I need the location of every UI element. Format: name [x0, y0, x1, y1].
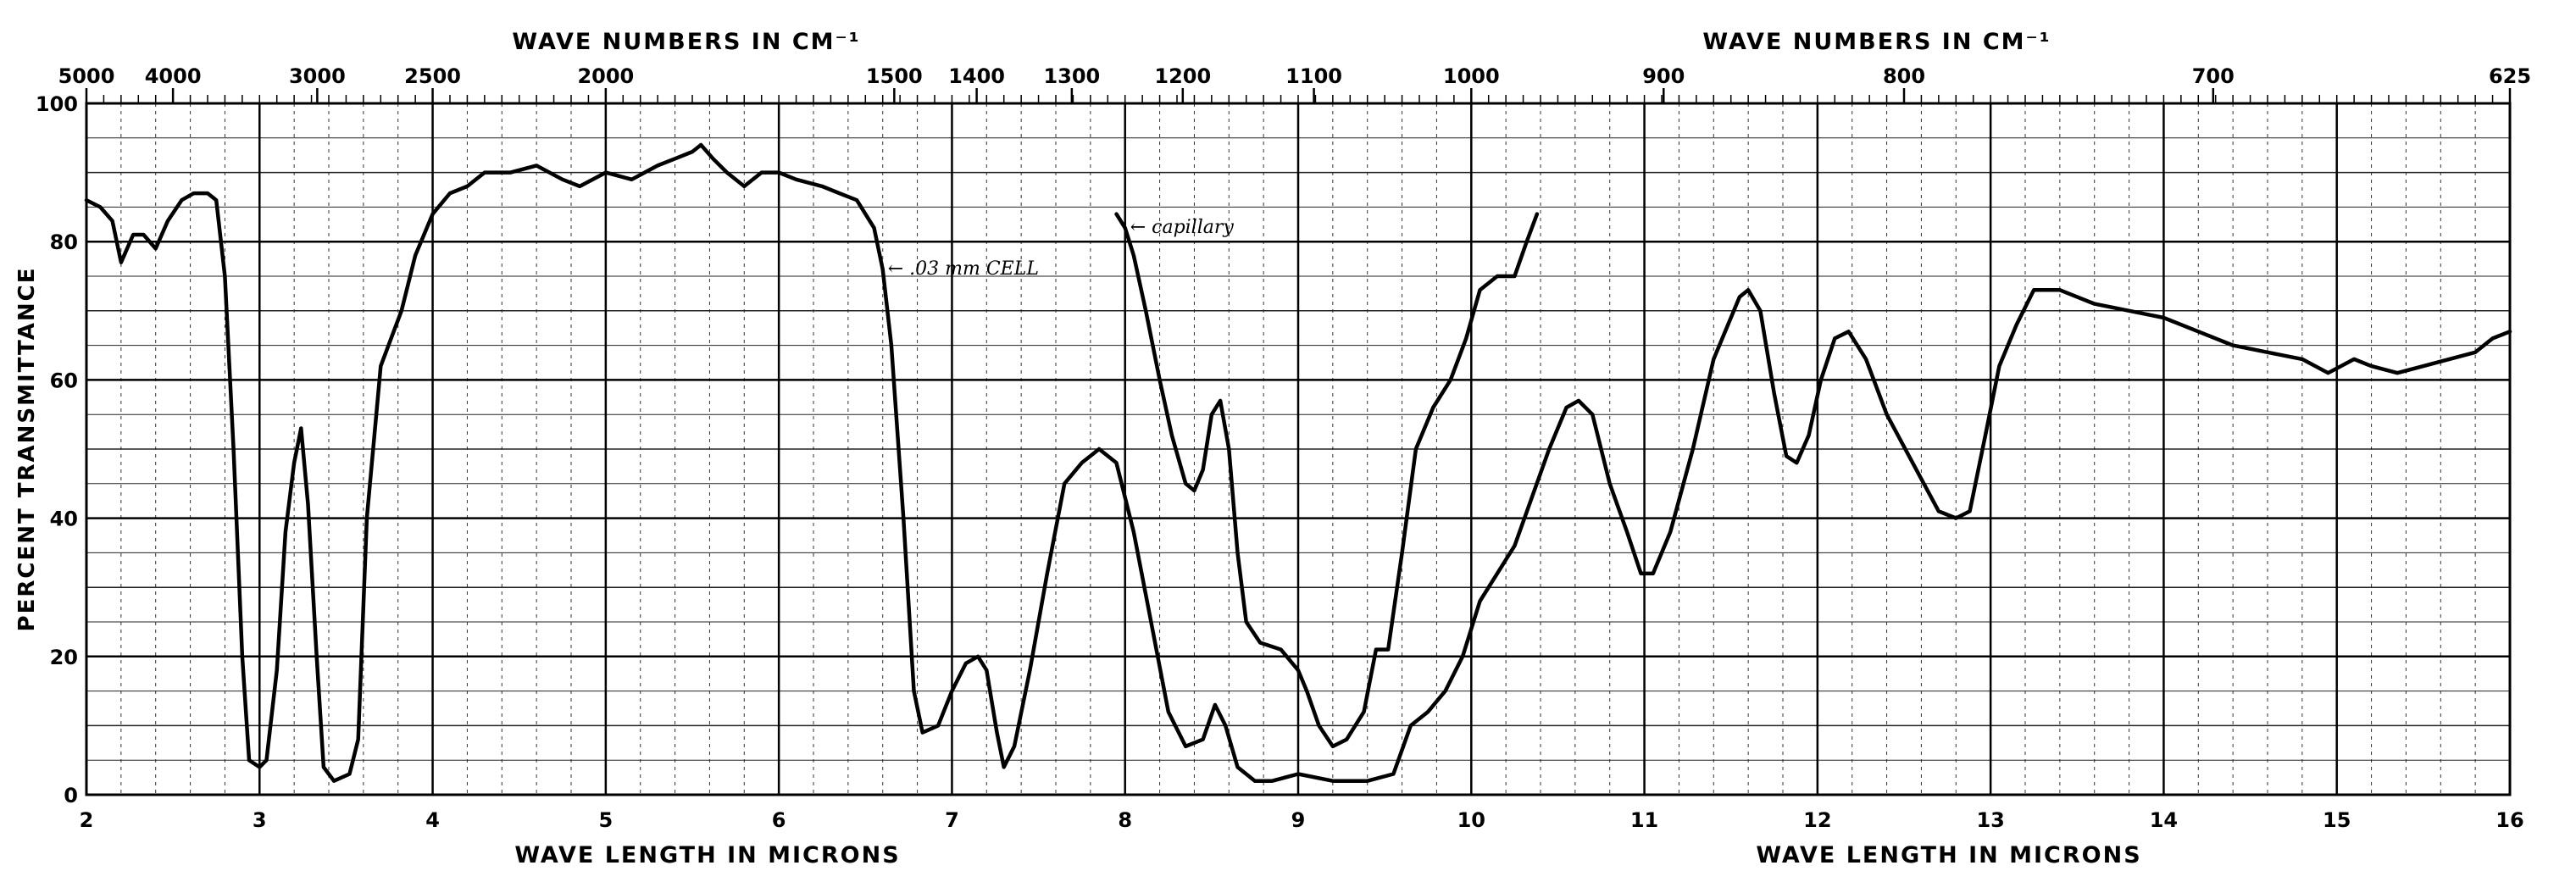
wavenumber-tick-label: 1400 [948, 64, 1005, 88]
x-tick-label: 11 [1630, 808, 1658, 832]
y-tick-label: 0 [64, 784, 78, 807]
x-tick-label: 4 [425, 808, 440, 832]
wavenumber-tick-label: 800 [1883, 64, 1925, 88]
wavenumber-tick-label: 900 [1642, 64, 1685, 88]
x-tick-label: 6 [772, 808, 786, 832]
annotation-label-2: ← capillary [1130, 217, 1235, 238]
annotation-layer: ← .03 mm CELL ← capillary [888, 217, 1235, 280]
annotation-label-1: ← .03 mm CELL [888, 258, 1039, 280]
x-tick-label: 5 [599, 808, 613, 832]
x-tick-label: 13 [1976, 808, 2004, 832]
x-tick-label: 2 [80, 808, 94, 832]
x-tick-label: 7 [945, 808, 959, 832]
wavenumber-tick-label: 1300 [1043, 64, 1100, 88]
wavenumber-tick-label: 4000 [145, 64, 202, 88]
x-tick-label: 15 [2323, 808, 2351, 832]
x-tick-label: 10 [1457, 808, 1485, 832]
y-tick-label: 20 [50, 646, 78, 669]
wavenumber-tick-label: 1500 [866, 64, 923, 88]
x-tick-label: 12 [1803, 808, 1831, 832]
bottom-axis-label-right: WAVE LENGTH IN MICRONS [1756, 842, 2141, 868]
grid-layer [85, 102, 2512, 796]
tick-label-layer: 2 3 4 5 6 7 8 9 10 11 12 13 14 15 16 0 20 40 60 80 100 5000 40… [36, 64, 2531, 832]
top-axis-label-left: WAVE NUMBERS IN CM⁻¹ [512, 29, 860, 55]
wavenumber-tick-label: 1100 [1285, 64, 1342, 88]
wavenumber-tick-label: 2000 [577, 64, 634, 88]
wavenumber-tick-label: 3000 [289, 64, 346, 88]
x-tick-label: 14 [2150, 808, 2178, 832]
y-tick-label: 100 [36, 92, 78, 116]
wavenumber-tick-label: 700 [2192, 64, 2235, 88]
y-tick-label: 60 [50, 369, 78, 392]
y-tick-label: 80 [50, 230, 78, 254]
wavenumber-tick-label: 1000 [1443, 64, 1500, 88]
series-layer [84, 142, 2512, 783]
series-line-1 [84, 142, 2512, 783]
wavenumber-tick-label: 1200 [1154, 64, 1211, 88]
top-axis-label-right: WAVE NUMBERS IN CM⁻¹ [1702, 29, 2051, 55]
x-tick-label: 9 [1291, 808, 1306, 832]
series-line-2 [1114, 212, 1540, 749]
x-tick-label: 3 [253, 808, 267, 832]
x-tick-label: 8 [1118, 808, 1132, 832]
x-tick-label: 16 [2496, 808, 2523, 832]
wavenumber-tick-label: 625 [2489, 64, 2531, 88]
bottom-axis-label-left: WAVE LENGTH IN MICRONS [514, 842, 900, 868]
wavenumber-tick-label: 2500 [404, 64, 461, 88]
y-tick-label: 40 [50, 508, 78, 531]
wavenumber-tick-label: 5000 [58, 64, 115, 88]
y-axis-label: PERCENT TRANSMITTANCE [14, 267, 40, 632]
